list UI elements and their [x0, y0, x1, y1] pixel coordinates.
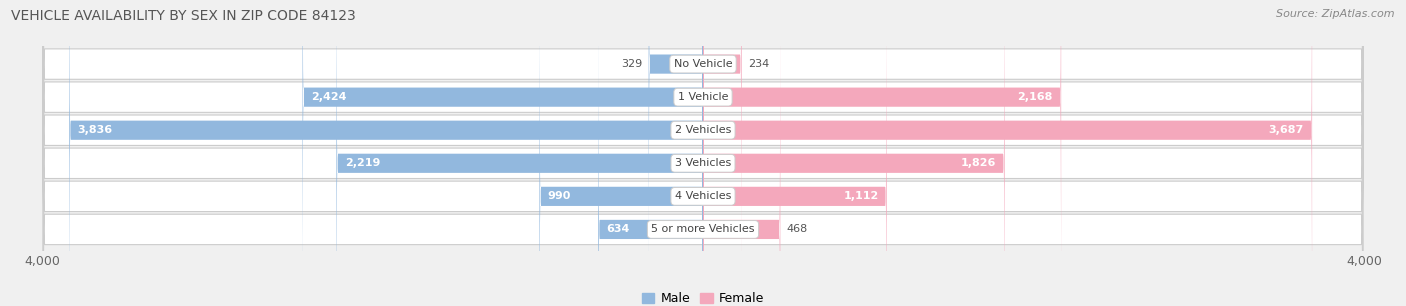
FancyBboxPatch shape: [42, 0, 1364, 306]
Text: 2 Vehicles: 2 Vehicles: [675, 125, 731, 135]
FancyBboxPatch shape: [703, 0, 1005, 306]
Text: 329: 329: [621, 59, 643, 69]
Text: 3 Vehicles: 3 Vehicles: [675, 158, 731, 168]
Text: 2,168: 2,168: [1018, 92, 1053, 102]
Text: 2,424: 2,424: [311, 92, 346, 102]
FancyBboxPatch shape: [69, 0, 703, 306]
FancyBboxPatch shape: [703, 0, 741, 306]
Text: 634: 634: [606, 224, 630, 234]
FancyBboxPatch shape: [703, 0, 780, 306]
Text: 990: 990: [548, 191, 571, 201]
FancyBboxPatch shape: [336, 0, 703, 306]
FancyBboxPatch shape: [540, 0, 703, 306]
FancyBboxPatch shape: [42, 0, 1364, 306]
Legend: Male, Female: Male, Female: [637, 287, 769, 306]
FancyBboxPatch shape: [42, 0, 1364, 306]
FancyBboxPatch shape: [703, 0, 1312, 306]
FancyBboxPatch shape: [42, 0, 1364, 306]
Text: VEHICLE AVAILABILITY BY SEX IN ZIP CODE 84123: VEHICLE AVAILABILITY BY SEX IN ZIP CODE …: [11, 9, 356, 23]
FancyBboxPatch shape: [703, 0, 887, 306]
Text: 234: 234: [748, 59, 769, 69]
Text: No Vehicle: No Vehicle: [673, 59, 733, 69]
Text: 1,826: 1,826: [962, 158, 997, 168]
FancyBboxPatch shape: [648, 0, 703, 306]
FancyBboxPatch shape: [42, 0, 1364, 306]
FancyBboxPatch shape: [302, 0, 703, 306]
Text: 2,219: 2,219: [344, 158, 380, 168]
Text: 4 Vehicles: 4 Vehicles: [675, 191, 731, 201]
Text: 1 Vehicle: 1 Vehicle: [678, 92, 728, 102]
Text: 3,687: 3,687: [1268, 125, 1303, 135]
Text: 5 or more Vehicles: 5 or more Vehicles: [651, 224, 755, 234]
Text: 1,112: 1,112: [844, 191, 879, 201]
Text: Source: ZipAtlas.com: Source: ZipAtlas.com: [1277, 9, 1395, 19]
FancyBboxPatch shape: [599, 0, 703, 306]
Text: 3,836: 3,836: [77, 125, 112, 135]
FancyBboxPatch shape: [42, 0, 1364, 306]
FancyBboxPatch shape: [703, 0, 1062, 306]
Text: 468: 468: [787, 224, 808, 234]
